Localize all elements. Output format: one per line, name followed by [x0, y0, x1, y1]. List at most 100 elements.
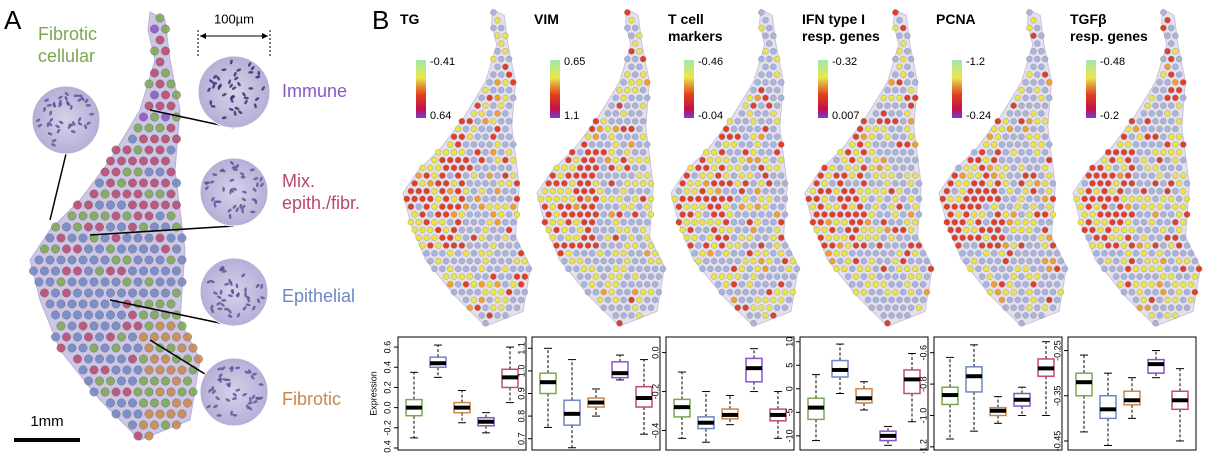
spot — [78, 255, 88, 265]
spot — [1175, 86, 1183, 94]
nucleus — [244, 370, 250, 374]
spot — [139, 244, 148, 254]
spot — [510, 296, 517, 304]
spot — [624, 273, 631, 280]
spot — [1006, 110, 1014, 117]
spot — [1164, 219, 1171, 226]
spot — [750, 242, 757, 249]
scale-bottom-label: 0.007 — [832, 110, 860, 122]
spot — [490, 211, 497, 218]
spot — [161, 420, 170, 430]
nucleus — [229, 83, 233, 88]
nucleus — [77, 98, 82, 102]
spot — [502, 110, 509, 117]
spot — [880, 125, 887, 133]
spot — [592, 257, 600, 265]
nucleus — [254, 97, 260, 101]
spot — [612, 110, 619, 117]
spot — [1124, 125, 1132, 133]
spot — [155, 123, 165, 133]
spot — [1144, 102, 1151, 109]
spot — [95, 244, 104, 254]
spot — [478, 219, 485, 226]
spot — [904, 63, 911, 70]
spot — [1022, 141, 1029, 148]
spot — [738, 172, 746, 179]
spot — [482, 320, 489, 327]
spot — [106, 156, 115, 166]
spot — [84, 244, 93, 254]
spot — [604, 110, 612, 117]
spot — [45, 233, 55, 243]
spot — [95, 332, 104, 342]
spot — [1046, 79, 1053, 86]
spot — [150, 46, 159, 56]
spot — [620, 281, 627, 288]
spot — [541, 219, 549, 226]
spot — [868, 304, 875, 311]
spot — [695, 164, 702, 171]
spot — [521, 257, 529, 265]
spot — [628, 63, 635, 70]
spot — [730, 250, 738, 257]
spot — [998, 125, 1006, 133]
spot — [67, 255, 77, 265]
spot — [447, 172, 454, 179]
spot — [1010, 149, 1017, 156]
spot — [844, 149, 852, 156]
spot — [978, 257, 986, 265]
spot — [785, 281, 793, 288]
spot — [1049, 180, 1057, 187]
spot — [150, 376, 159, 386]
spot — [573, 265, 580, 273]
spot — [486, 125, 493, 133]
spot — [1124, 219, 1132, 226]
spot — [975, 172, 982, 179]
spot — [829, 257, 836, 265]
spot — [892, 242, 899, 249]
spot — [746, 312, 753, 319]
spot — [1030, 250, 1037, 257]
spot — [994, 133, 1002, 140]
spot — [844, 273, 852, 280]
spot — [718, 257, 726, 265]
spot — [486, 203, 493, 210]
spot — [967, 250, 974, 257]
spot — [1018, 133, 1025, 140]
spot — [592, 133, 600, 140]
spot — [494, 172, 501, 179]
spot — [1180, 187, 1187, 195]
spot — [1172, 32, 1179, 39]
spot — [56, 255, 66, 265]
spot — [592, 226, 600, 234]
spot — [1136, 289, 1143, 296]
spot — [172, 288, 181, 298]
spot — [746, 125, 753, 133]
spot — [856, 281, 864, 288]
spot — [758, 289, 765, 296]
spot — [896, 110, 903, 117]
spot — [1010, 242, 1017, 249]
spot — [844, 164, 852, 171]
spot — [1030, 203, 1037, 210]
spot — [612, 250, 619, 257]
spot — [896, 125, 903, 133]
scale-bottom-label: -0.2 — [1100, 110, 1119, 122]
nucleus — [234, 76, 239, 81]
spot — [183, 376, 192, 386]
nucleus — [248, 71, 254, 74]
nucleus — [235, 164, 240, 169]
spot — [431, 250, 438, 257]
spot — [758, 273, 765, 280]
spot — [478, 265, 485, 273]
spot — [1034, 257, 1041, 265]
spot — [612, 125, 619, 133]
spot — [505, 133, 513, 140]
spot — [628, 141, 635, 148]
spot — [581, 234, 588, 241]
spot — [117, 244, 126, 254]
nucleus — [232, 413, 238, 417]
spot — [687, 211, 694, 218]
spot — [612, 265, 619, 273]
nucleus — [210, 308, 214, 314]
